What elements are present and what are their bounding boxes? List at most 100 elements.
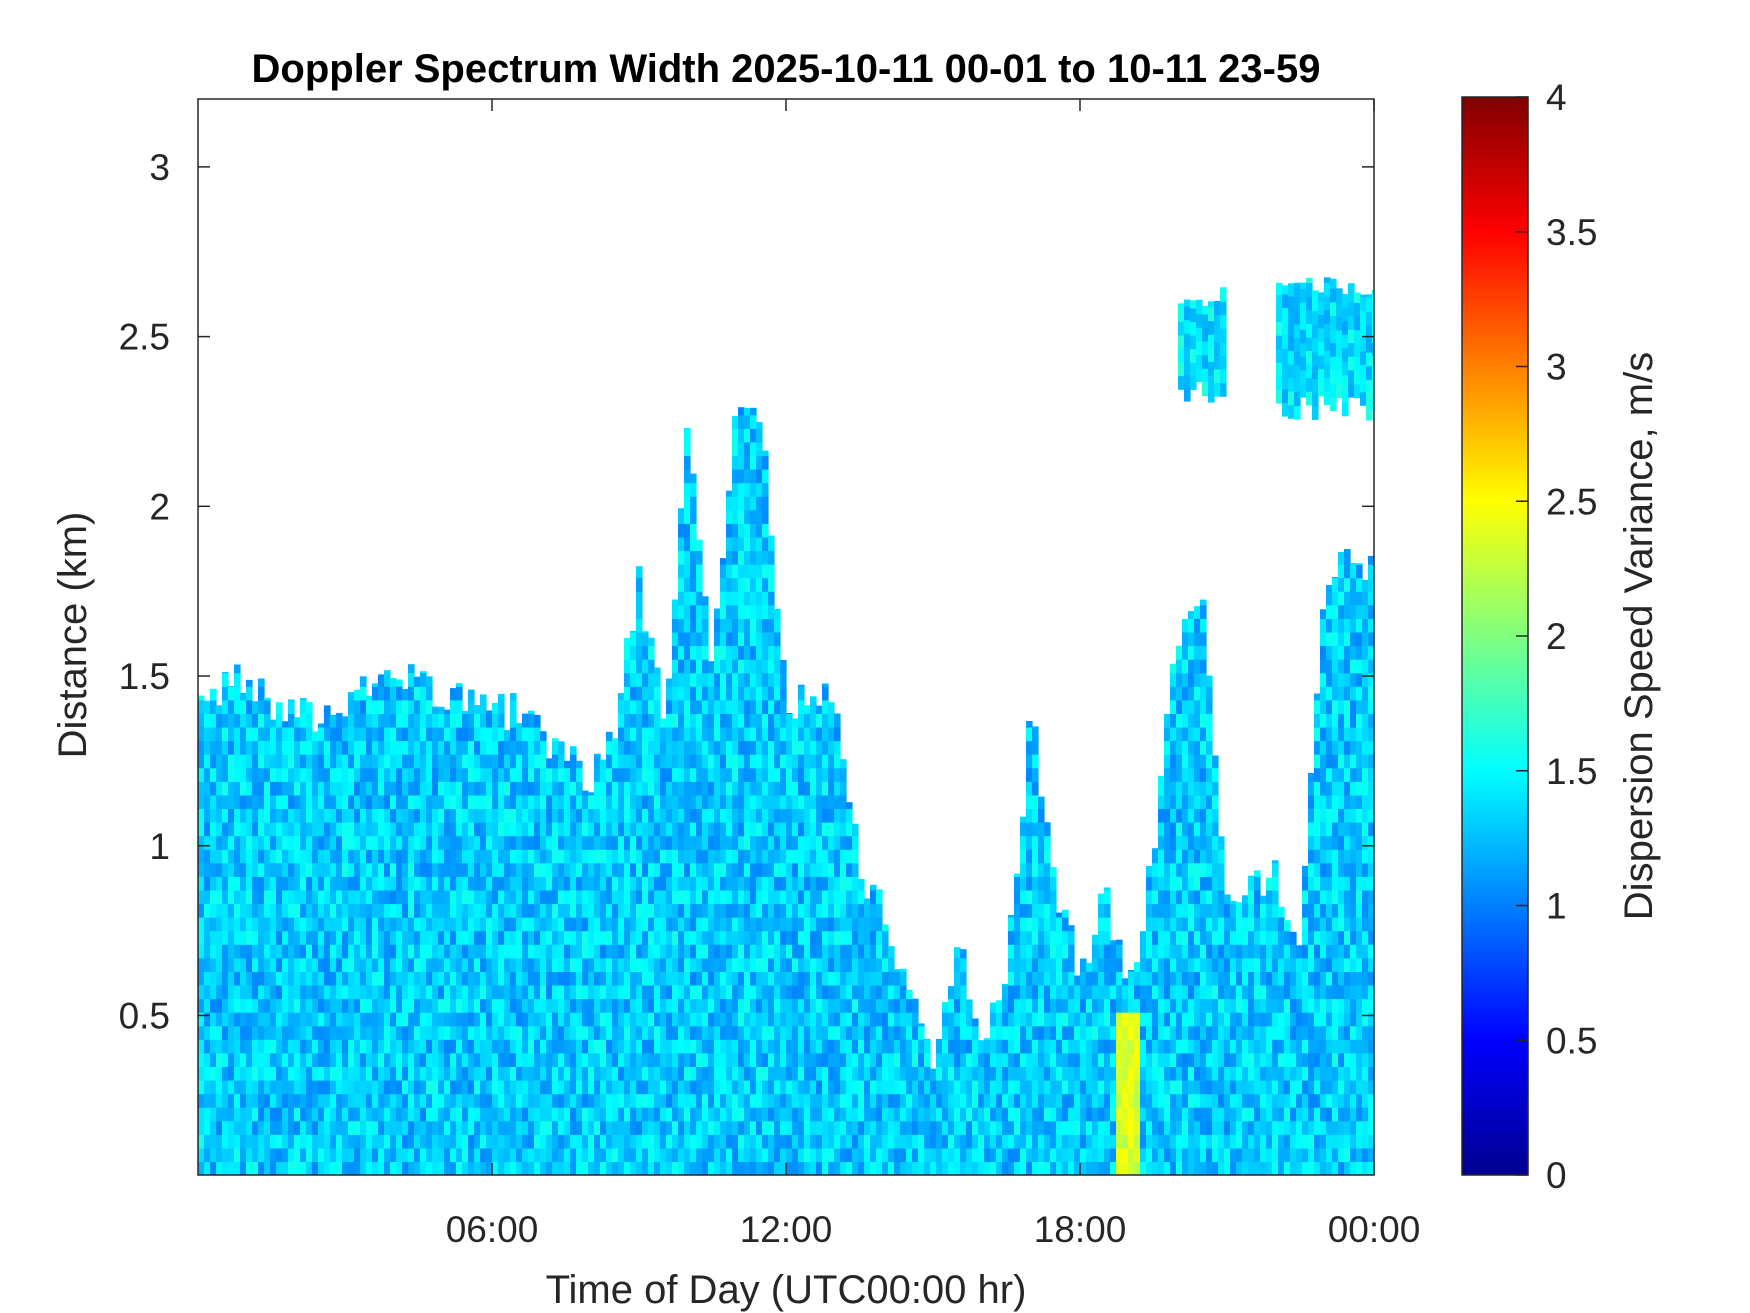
- heatmap-cell-568: [288, 767, 295, 782]
- heatmap-cell-976: [360, 903, 367, 918]
- heatmap-cell-1443: [438, 1080, 445, 1095]
- heatmap-cell-2781: [666, 862, 673, 877]
- heatmap-cell-2052: [540, 917, 547, 932]
- heatmap-cell-155: [222, 984, 229, 1000]
- heatmap-cell-4662: [1038, 889, 1045, 905]
- heatmap-cell-3288: [732, 835, 739, 850]
- heatmap-cell-875: [342, 835, 349, 850]
- heatmap-cell-1795: [498, 1120, 505, 1135]
- heatmap-cell-682: [312, 1134, 319, 1149]
- heatmap-cell-3550: [762, 1120, 769, 1135]
- heatmap-cell-3572: [762, 822, 769, 837]
- heatmap-cell-3701: [780, 1025, 787, 1040]
- heatmap-cell-2507: [624, 794, 631, 809]
- heatmap-cell-3308: [732, 564, 739, 579]
- heatmap-cell-1156: [390, 971, 397, 986]
- heatmap-cell-1187: [396, 1052, 403, 1067]
- heatmap-cell-1428: [432, 808, 439, 823]
- heatmap-cell-1834: [504, 1080, 511, 1095]
- heatmap-cell-606: [294, 740, 301, 755]
- heatmap-cell-3922: [816, 944, 823, 959]
- heatmap-cell-1572: [456, 767, 463, 782]
- heatmap-cell-601: [294, 808, 301, 823]
- heatmap-cell-162: [222, 889, 229, 905]
- heatmap-cell-4470: [990, 1066, 997, 1081]
- heatmap-cell-2968: [690, 849, 697, 864]
- heatmap-cell-1244: [402, 781, 409, 796]
- heatmap-cell-1646: [468, 740, 475, 755]
- heatmap-cell-684: [312, 1107, 319, 1122]
- heatmap-cell-1020: [366, 808, 373, 823]
- heatmap-cell-4216: [876, 903, 883, 918]
- heatmap-cell-176: [222, 699, 229, 714]
- heatmap-cell-2640: [642, 699, 649, 714]
- heatmap-cell-1114: [384, 1025, 391, 1040]
- heatmap-cell-3723: [780, 726, 787, 742]
- heatmap-cell-3023: [696, 808, 703, 823]
- heatmap-cell-2704: [654, 930, 661, 945]
- heatmap-cell-4225: [882, 1080, 889, 1095]
- heatmap-cell-4154: [864, 1161, 871, 1175]
- heatmap-cell-151: [222, 1039, 229, 1054]
- heatmap-cell-1729: [486, 1066, 493, 1081]
- heatmap-cell-1570: [456, 794, 463, 809]
- heatmap-cell-1779: [492, 862, 499, 877]
- heatmap-cell-4406: [960, 1080, 967, 1095]
- heatmap-cell-4641: [1032, 726, 1039, 728]
- heatmap-cell-4210: [876, 984, 883, 1000]
- heatmap-cell-3008: [696, 1012, 703, 1027]
- heatmap-cell-4214: [876, 930, 883, 945]
- heatmap-cell-3625: [768, 835, 775, 850]
- heatmap-cell-3777: [792, 984, 799, 1000]
- heatmap-cell-1067: [378, 1161, 385, 1175]
- heatmap-cell-2914: [684, 822, 691, 837]
- heatmap-cell-2737: [660, 998, 667, 1013]
- heatmap-cell-257: [240, 1134, 247, 1149]
- heatmap-cell-15: [198, 957, 205, 972]
- heatmap-cell-4138: [858, 1080, 865, 1095]
- heatmap-cell-3634: [768, 713, 775, 728]
- heatmap-cell-1559: [456, 944, 463, 959]
- heatmap-cell-4638: [1032, 754, 1039, 769]
- heatmap-cell-2681: [648, 699, 655, 714]
- heatmap-cell-2350: [600, 1120, 607, 1135]
- heatmap-cell-282: [240, 794, 247, 809]
- heatmap-cell-1183: [396, 1107, 403, 1122]
- heatmap-cell-4955: [1134, 1134, 1141, 1149]
- heatmap-cell-4700: [1050, 1107, 1057, 1122]
- heatmap-cell-804: [330, 862, 337, 877]
- heatmap-cell-459: [270, 849, 277, 864]
- heatmap-cell-2990: [690, 550, 697, 565]
- heatmap-cell-4915: [1116, 1012, 1123, 1027]
- heatmap-cell-3869: [804, 705, 811, 714]
- heatmap-cell-3219: [726, 1080, 733, 1095]
- heatmap-cell-2462: [618, 917, 625, 932]
- heatmap-cell-2766: [666, 1066, 673, 1081]
- heatmap-cell-4871: [1104, 1066, 1111, 1081]
- heatmap-cell-2207: [570, 984, 577, 1000]
- heatmap-cell-560: [288, 876, 295, 891]
- heatmap-cell-2888: [678, 508, 685, 511]
- heatmap-cell-1078: [378, 1012, 385, 1027]
- heatmap-cell-2189: [564, 808, 571, 823]
- heatmap-cell-2674: [648, 794, 655, 809]
- heatmap-cell-3577: [762, 754, 769, 769]
- heatmap-cell-2534: [630, 971, 637, 986]
- heatmap-cell-2312: [588, 808, 595, 823]
- heatmap-cell-2931: [684, 591, 691, 606]
- heatmap-cell-2666: [648, 903, 655, 918]
- heatmap-cell-4983: [1140, 971, 1147, 986]
- heatmap-cell-2157: [558, 808, 565, 823]
- heatmap-cell-2776: [666, 930, 673, 945]
- heatmap-cell-2934: [684, 550, 691, 565]
- heatmap-cell-1936: [522, 1093, 529, 1108]
- heatmap-cell-3347: [738, 794, 745, 809]
- heatmap-cell-794: [330, 998, 337, 1013]
- heatmap-cell-2238: [576, 998, 583, 1013]
- heatmap-cell-483: [276, 984, 283, 1000]
- heatmap-cell-3449: [750, 957, 757, 972]
- heatmap-cell-4486: [996, 1025, 1003, 1040]
- heatmap-cell-2015: [534, 957, 541, 972]
- heatmap-cell-1057: [372, 794, 379, 809]
- heatmap-cell-3520: [756, 767, 763, 782]
